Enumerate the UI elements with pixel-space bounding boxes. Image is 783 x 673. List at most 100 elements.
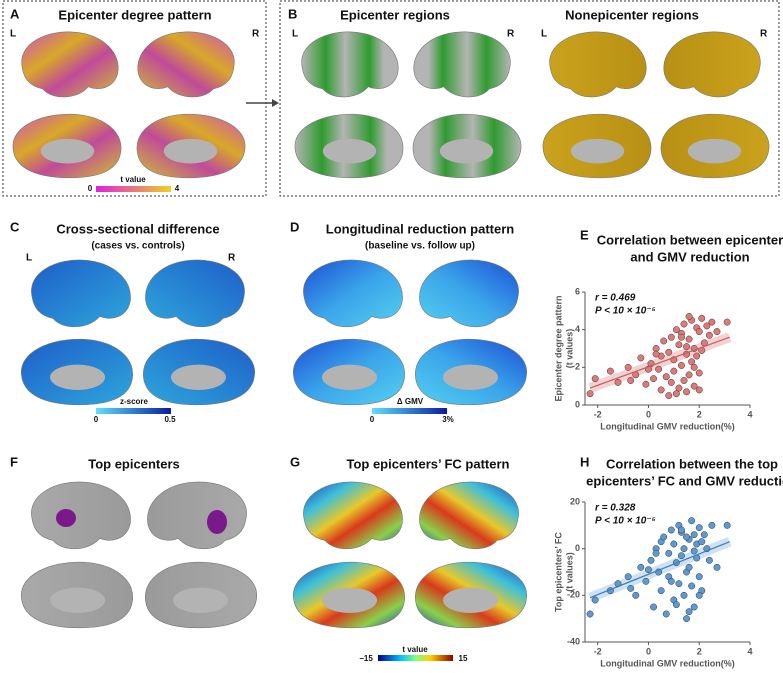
brain-medial [20,338,134,406]
y-axis-label: Top epicenters’ FC [553,532,563,612]
hemisphere-label: R [228,253,236,264]
point [624,363,632,371]
colorbar-max: 4 [175,184,180,193]
colorbar-min: −15 [359,654,373,663]
point [683,388,690,396]
epicenter-patch [56,509,76,527]
panel-title: Longitudinal reduction pattern [326,221,515,236]
brain-lateral [31,259,131,328]
brain-lateral [147,481,247,550]
y-axis-label: Epicenter degree pattern [553,295,563,401]
annotation: r = 0.328 [595,503,636,514]
point [700,531,708,539]
point [645,566,652,574]
trend-line [589,336,730,389]
panel-box [2,0,267,197]
x-tick-label: 0 [646,409,651,419]
panel-letter: E [580,227,589,242]
chart-title: Correlation between the top [606,456,778,471]
y-axis-label: (t values) [564,329,574,369]
brain-medial [144,561,258,629]
brain-medial [294,113,404,179]
chart-title: and GMV reduction [630,249,749,264]
brain-medial [292,338,406,406]
colorbar-min: 0 [370,415,375,424]
point [670,367,678,375]
colorbar-label: z-score [120,397,149,406]
point [660,533,668,541]
point [723,521,731,529]
point [672,601,680,609]
y-axis-label: (t values) [564,552,574,592]
colorbar [96,408,171,414]
annotation: r = 0.469 [595,293,636,304]
panel-title: Top epicenters’ FC pattern [346,456,509,471]
colorbar-label: t value [402,645,428,654]
x-tick-label: 4 [747,409,752,419]
panel-title: Cross-sectional difference [56,221,219,236]
brain-lateral [31,481,131,550]
y-tick-label: 2 [575,362,580,372]
point [690,603,698,611]
point [647,556,655,564]
point [680,377,688,384]
point [690,363,698,371]
x-tick-label: -2 [594,646,602,656]
point [586,390,594,398]
point [683,343,690,351]
brain-medial [12,113,122,179]
point [695,591,703,599]
y-tick-label: -40 [567,636,580,646]
point [606,367,614,375]
point [667,333,675,341]
point [685,608,693,616]
point [675,580,683,588]
colorbar-label: Δ GMV [397,397,424,406]
colorbar-max: 0.5 [164,415,176,424]
point [708,521,716,529]
y-tick-label: 6 [575,286,580,296]
point [657,386,665,394]
trend-line [589,541,730,599]
point [688,517,696,525]
point [667,577,675,585]
panel-letter: D [290,219,299,234]
annotation: P < 10 × 10⁻⁵ [595,516,656,527]
point [637,354,645,362]
panel-subtitle: (cases vs. controls) [91,241,184,252]
panel-title: Top epicenters [88,456,180,471]
x-tick-label: 0 [646,646,651,656]
panel-title: Epicenter regions [340,7,450,22]
point [708,318,716,326]
point [665,392,673,400]
point [680,545,688,553]
chart-title: Correlation between epicenter [597,232,783,247]
point [690,547,698,555]
point [713,328,721,335]
point [591,596,599,604]
point [591,375,599,383]
point [614,378,622,386]
panel-subtitle: (baseline vs. follow up) [365,241,475,252]
x-axis-label: Longitudinal GMV reduction(%) [600,421,735,431]
point [667,378,675,386]
panel-letter: G [290,454,300,469]
colorbar [378,655,453,661]
x-tick-label: 2 [697,646,702,656]
annotation: P < 10 × 10⁻⁵ [595,306,656,317]
brain-medial [414,561,528,629]
y-tick-label: 4 [575,324,580,334]
brain-medial [660,113,770,179]
point [670,540,678,548]
y-tick-label: -20 [567,590,580,600]
panel-letter: H [580,454,589,469]
brain-lateral [303,259,403,328]
y-tick-label: 0 [575,543,580,553]
point [683,615,690,623]
point [652,549,660,557]
panel-title: Nonepicenter regions [565,7,699,22]
point [705,331,713,339]
point [675,384,683,392]
hemisphere-label: L [292,29,298,40]
